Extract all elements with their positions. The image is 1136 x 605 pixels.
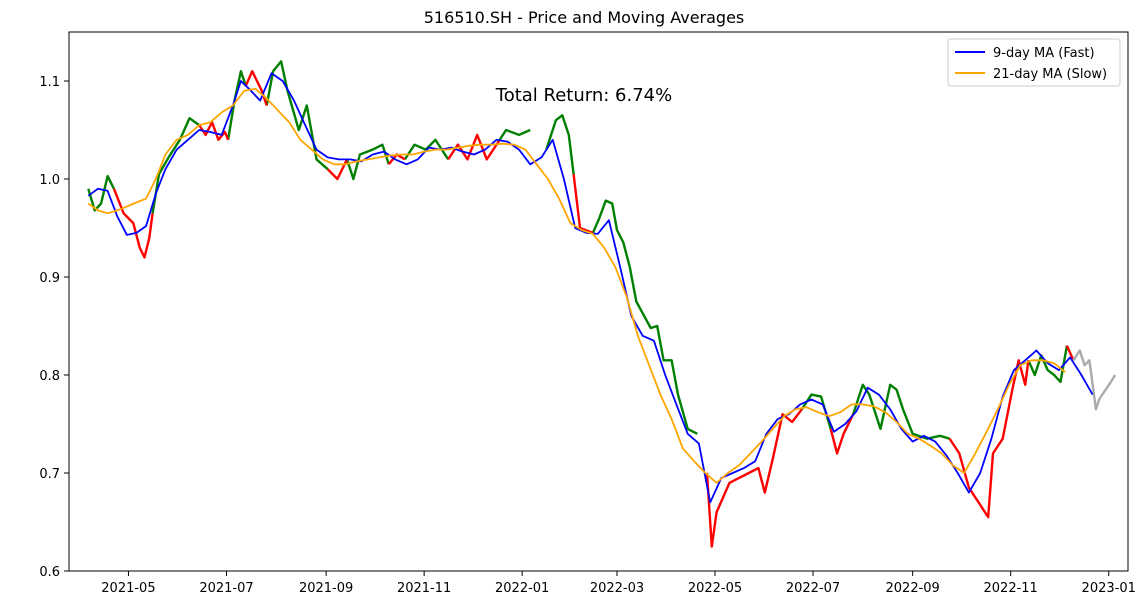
price-up-segment <box>151 116 200 214</box>
y-axis: 0.6 0.7 0.8 0.9 1.0 1.1 <box>39 75 69 580</box>
plot-frame <box>68 31 1129 572</box>
price-up-segment <box>545 114 575 175</box>
x-tick-label: 2022-07 <box>786 581 840 596</box>
total-return-annotation: Total Return: 6.74% <box>495 85 672 106</box>
price-down-segment <box>572 173 594 235</box>
plot-lines <box>87 60 1117 548</box>
y-tick-label: 0.9 <box>39 271 60 286</box>
slow-ma-line <box>87 87 1066 484</box>
x-tick-label: 2022-01 <box>495 581 549 596</box>
price-up-segment <box>852 383 950 440</box>
price-down-segment <box>198 120 230 142</box>
price-down-segment <box>1065 345 1075 361</box>
chart-title: 516510.SH - Price and Moving Averages <box>424 8 745 27</box>
price-up-segment <box>403 138 450 161</box>
x-tick-label: 2021-07 <box>199 581 253 596</box>
price-up-segment <box>498 128 531 141</box>
y-tick-label: 1.1 <box>39 75 60 90</box>
price-pending-segment <box>1072 349 1117 411</box>
price-up-segment <box>226 69 247 140</box>
legend: 9-day MA (Fast) 21-day MA (Slow) <box>947 38 1121 87</box>
legend-label-fast: 9-day MA (Fast) <box>993 46 1095 61</box>
fast-ma-line <box>87 72 1094 504</box>
price-down-segment <box>326 158 349 181</box>
price-up-segment <box>1027 345 1069 384</box>
legend-box <box>947 38 1121 87</box>
y-tick-label: 0.6 <box>39 565 60 580</box>
price-down-segment <box>112 188 154 259</box>
x-tick-label: 2021-05 <box>101 581 155 596</box>
price-up-segment <box>87 174 116 212</box>
y-tick-label: 0.7 <box>39 467 60 482</box>
y-tick-label: 0.8 <box>39 369 60 384</box>
x-tick-label: 2022-11 <box>984 581 1038 596</box>
x-tick-label: 2022-03 <box>590 581 644 596</box>
x-tick-label: 2021-09 <box>299 581 353 596</box>
price-up-segment <box>591 199 698 435</box>
x-tick-label: 2022-05 <box>688 581 742 596</box>
price-up-segment <box>265 60 329 171</box>
x-tick-label: 2023-01 <box>1082 581 1136 596</box>
legend-label-slow: 21-day MA (Slow) <box>993 67 1107 82</box>
x-tick-label: 2022-09 <box>886 581 940 596</box>
y-tick-label: 1.0 <box>39 173 60 188</box>
x-axis: 2021-05 2021-07 2021-09 2021-11 2022-01 2022-… <box>101 571 1136 596</box>
price-down-segment <box>829 413 855 455</box>
price-up-segment <box>345 143 390 181</box>
price-down-segment <box>948 359 1030 519</box>
x-tick-label: 2021-11 <box>397 581 451 596</box>
